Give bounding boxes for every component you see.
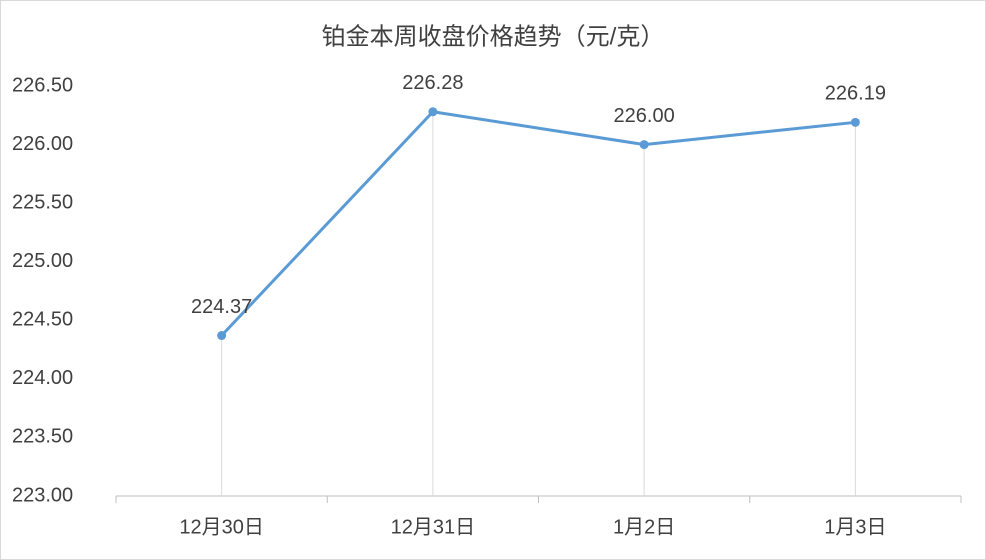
point <box>639 140 649 150</box>
x-tick-label: 1月3日 <box>824 516 886 538</box>
data-label: 226.28 <box>402 72 463 94</box>
chart-title: 铂金本周收盘价格趋势（元/克） <box>322 23 665 50</box>
point <box>217 331 227 341</box>
y-tick-label: 223.00 <box>12 484 73 506</box>
x-tick-label: 1月2日 <box>613 516 675 538</box>
y-tick-label: 226.00 <box>12 133 73 155</box>
y-tick-label: 224.00 <box>12 367 73 389</box>
x-tick-label: 12月31日 <box>391 516 476 538</box>
y-tick-label: 224.50 <box>12 309 73 331</box>
y-tick-label: 225.00 <box>12 250 73 272</box>
y-tick-label: 226.50 <box>12 74 73 96</box>
point <box>850 117 860 127</box>
y-tick-label: 225.50 <box>12 191 73 213</box>
x-tick-label: 12月30日 <box>179 516 264 538</box>
data-label: 226.19 <box>825 83 886 105</box>
y-tick-label: 223.50 <box>12 426 73 448</box>
data-label: 224.37 <box>191 296 252 318</box>
point <box>428 107 438 117</box>
data-label: 226.00 <box>614 105 675 127</box>
line <box>220 110 856 337</box>
